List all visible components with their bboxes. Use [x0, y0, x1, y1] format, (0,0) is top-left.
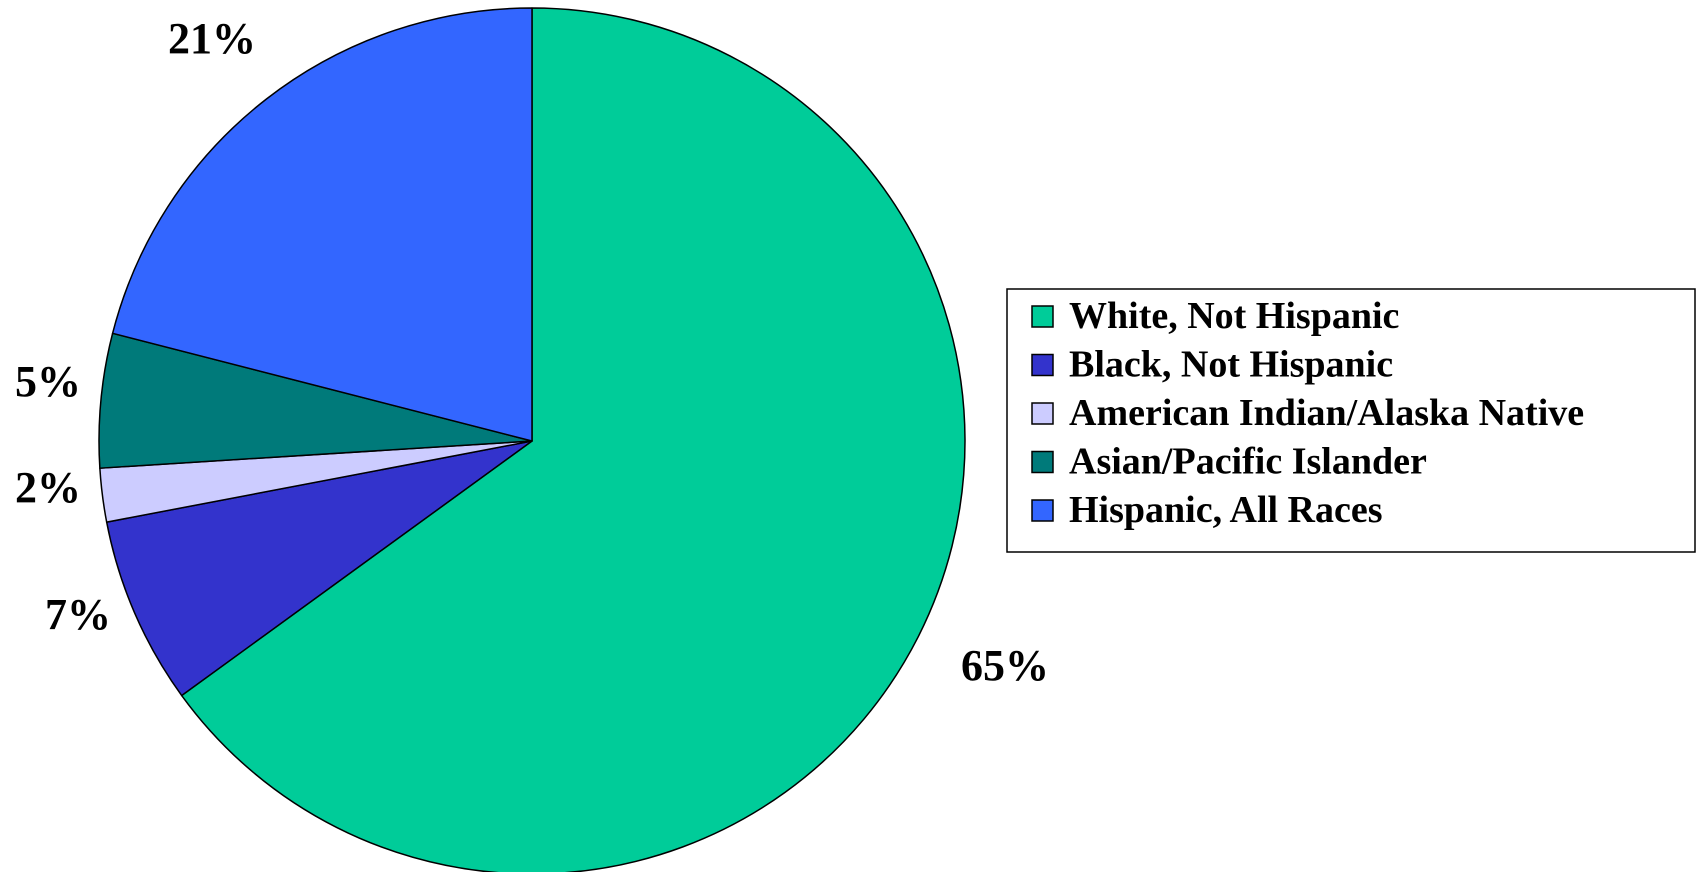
pie-slice-white-not-hispanic — [180, 7, 966, 872]
legend-item: White, Not Hispanic — [1031, 295, 1399, 337]
slice-data-label: 65% — [961, 641, 1049, 690]
pie-slice-labels: 65% 7% 2% 5% 21% — [15, 14, 1049, 690]
legend-item: American Indian/Alaska Native — [1031, 392, 1584, 434]
legend-item: Asian/Pacific Islander — [1031, 441, 1427, 483]
legend-item: Hispanic, All Races — [1031, 489, 1383, 531]
legend-label: American Indian/Alaska Native — [1069, 392, 1584, 434]
slice-data-label: 7% — [45, 590, 111, 639]
legend-label: Asian/Pacific Islander — [1069, 441, 1427, 483]
legend-swatch — [1031, 353, 1054, 377]
slice-data-label: 5% — [15, 357, 81, 406]
pie-slice-black-not-hispanic — [105, 440, 533, 697]
legend-item: Black, Not Hispanic — [1031, 344, 1393, 386]
legend-swatch — [1031, 499, 1054, 522]
legend-items: White, Not Hispanic Black, Not Hispanic Am… — [1031, 295, 1584, 531]
pie-slices — [98, 7, 966, 872]
legend-label: Hispanic, All Races — [1069, 489, 1383, 531]
legend-label: Black, Not Hispanic — [1069, 344, 1393, 386]
legend: White, Not Hispanic Black, Not Hispanic Am… — [1006, 288, 1696, 553]
legend-swatch — [1031, 402, 1054, 425]
legend-swatch — [1031, 305, 1054, 328]
slice-data-label: 2% — [15, 463, 81, 512]
slice-data-label: 21% — [168, 14, 256, 63]
legend-swatch — [1031, 450, 1054, 474]
legend-label: White, Not Hispanic — [1069, 295, 1399, 337]
pie-slice-hispanic-all-races — [111, 7, 533, 442]
legend-box — [1006, 288, 1696, 553]
